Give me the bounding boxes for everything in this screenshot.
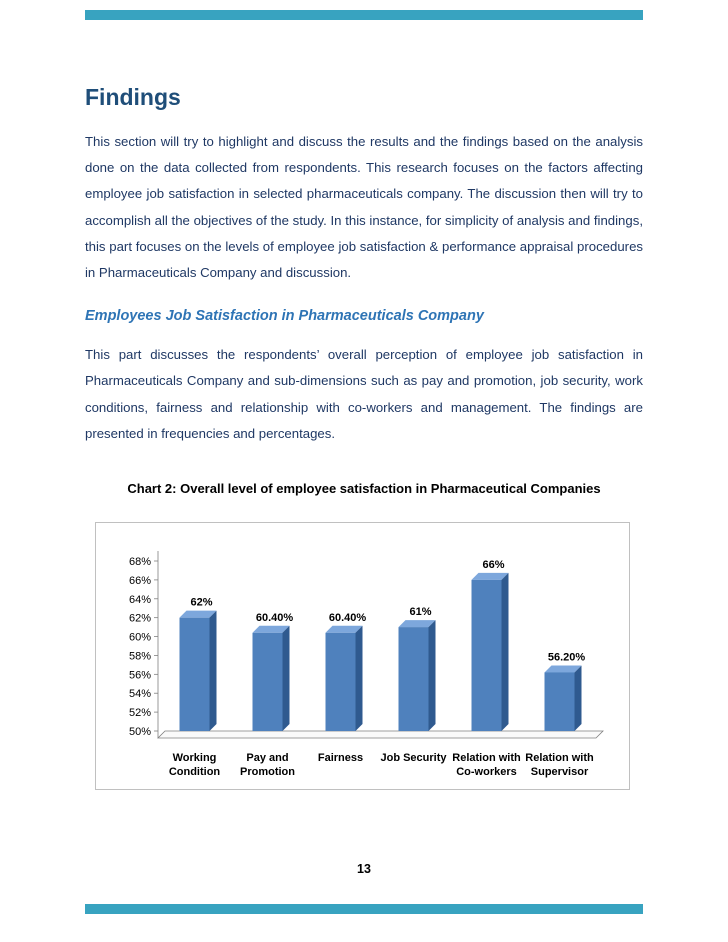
bar-chart-svg: 50% 52% 54% 56% 58% 60% 62% 64% 66% 68% 62% Working… (129, 551, 604, 778)
bar-chart: 50% 52% 54% 56% 58% 60% 62% 64% 66% 68% 62% Working… (95, 522, 630, 791)
section-subheading: Employees Job Satisfaction in Pharmaceut… (85, 308, 484, 325)
y-tick-label: 60% (129, 632, 151, 644)
x-category-label: Relation with (525, 752, 594, 764)
bar-top-face (325, 625, 363, 633)
x-category-label: Promotion (240, 766, 295, 778)
page-number: 13 (357, 862, 371, 876)
bar-value-label: 60.40% (329, 612, 367, 624)
bottom-border-bar (85, 904, 643, 914)
bar (252, 632, 283, 732)
bar-side-face (355, 625, 363, 732)
bar-top-face (252, 625, 290, 633)
x-category-label: Job Security (380, 752, 447, 764)
bar-top-face (544, 665, 582, 673)
y-tick-label: 58% (129, 650, 151, 662)
y-tick-label: 62% (129, 613, 151, 625)
bar-value-label: 66% (482, 559, 504, 571)
bar (179, 617, 210, 732)
bar (471, 579, 502, 732)
bar (325, 632, 356, 732)
document-page: Findings This section will try to highli… (85, 84, 643, 791)
bar-side-face (574, 665, 582, 732)
x-category-label: Condition (169, 766, 221, 778)
bar-side-face (501, 572, 509, 732)
y-tick-label: 68% (129, 556, 151, 568)
bar (398, 627, 429, 732)
bar-value-label: 56.20% (548, 651, 586, 663)
paragraph-satisfaction: This part discusses the respondents’ ove… (85, 347, 643, 441)
x-category-label: Co-workers (456, 766, 517, 778)
bar-top-face (471, 572, 509, 580)
x-category-label: Supervisor (531, 766, 589, 778)
bar-value-label: 61% (409, 606, 431, 618)
x-category-label: Pay and (246, 752, 288, 764)
page-title: Findings (85, 84, 181, 110)
chart-caption: Chart 2: Overall level of employee satis… (127, 481, 601, 497)
top-border-bar (85, 10, 643, 20)
bar-side-face (282, 625, 290, 732)
bar-value-label: 60.40% (256, 612, 294, 624)
x-category-label: Fairness (318, 752, 363, 764)
bar (544, 672, 575, 732)
bar-side-face (209, 610, 217, 732)
bar-value-label: 62% (190, 597, 212, 609)
paragraph-findings-intro: This section will try to highlight and d… (85, 134, 643, 281)
bar-top-face (179, 610, 217, 618)
x-category-label: Relation with (452, 752, 521, 764)
y-tick-label: 64% (129, 594, 151, 606)
chart-floor (157, 730, 604, 739)
y-tick-label: 56% (129, 669, 151, 681)
y-tick-label: 54% (129, 688, 151, 700)
bar-top-face (398, 620, 436, 628)
y-tick-label: 52% (129, 707, 151, 719)
x-category-label: Working (173, 752, 217, 764)
y-tick-label: 66% (129, 575, 151, 587)
bar-side-face (428, 620, 436, 732)
y-tick-label: 50% (129, 726, 151, 738)
